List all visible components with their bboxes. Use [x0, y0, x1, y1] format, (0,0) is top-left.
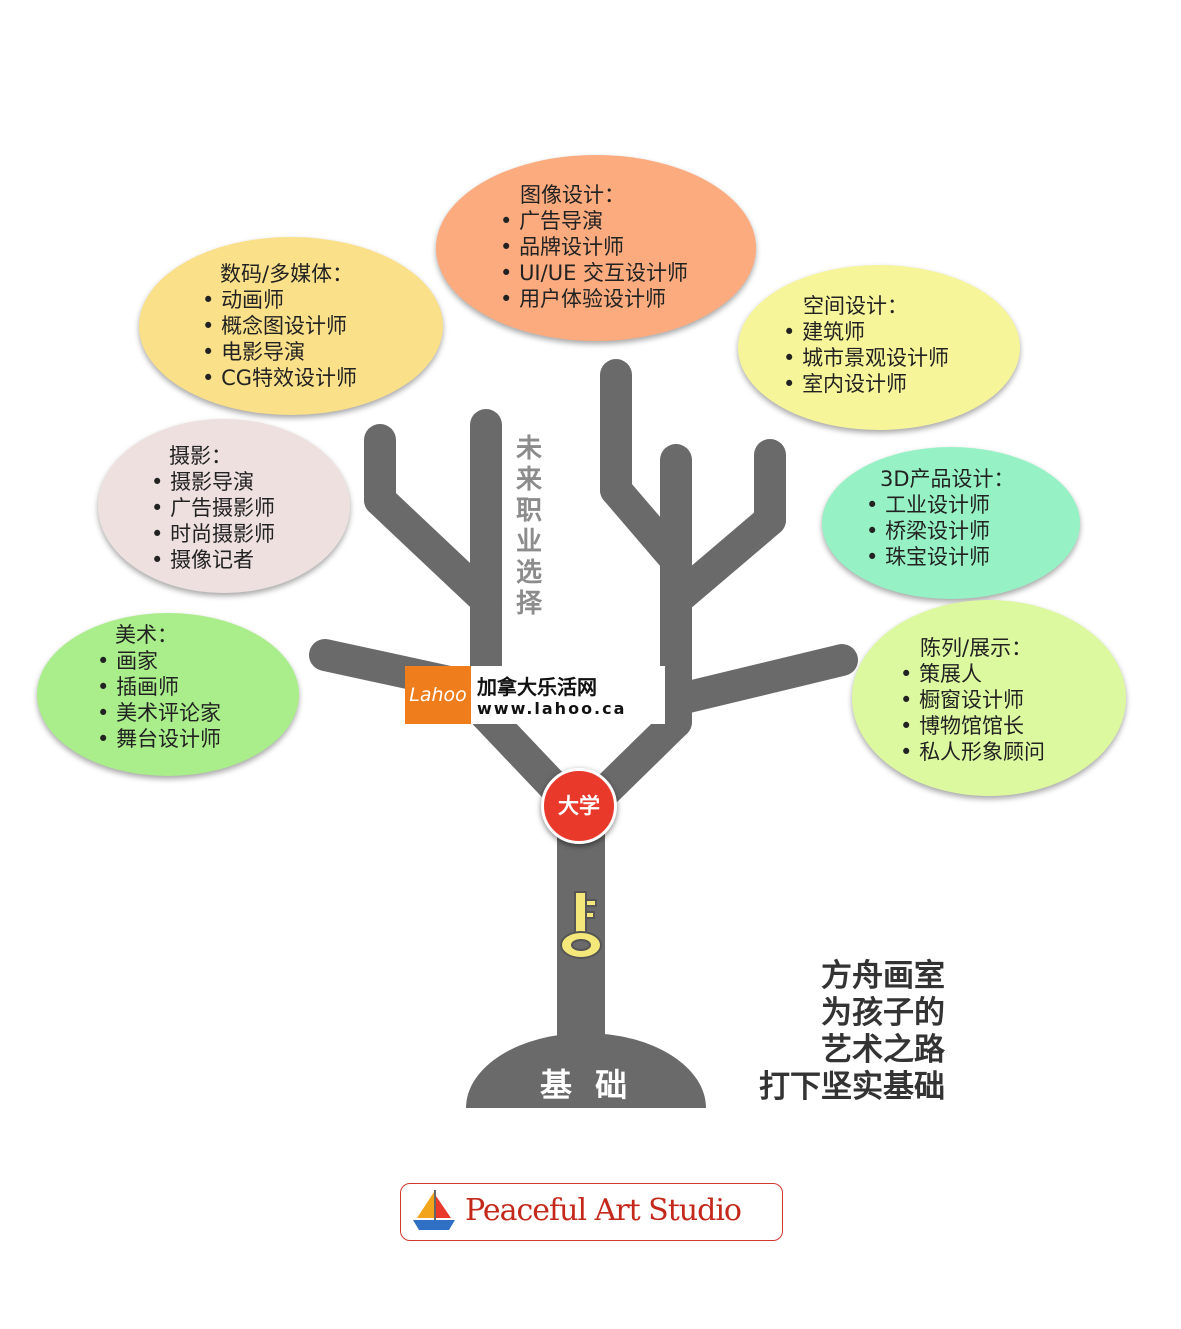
bubble-image-design-text: 图像设计： 广告导演 品牌设计师 UI/UE 交互设计师 用户体验设计师 — [500, 182, 688, 312]
list-item: 珠宝设计师 — [866, 544, 1015, 570]
slogan-line: 为孩子的 — [821, 995, 945, 1031]
bubble-heading: 数码/多媒体： — [220, 262, 354, 286]
bubble-heading: 陈列/展示： — [920, 636, 1033, 660]
lahoo-logo: Lahoo 加拿大乐活网 www.lahoo.ca — [405, 666, 665, 724]
list-item: 广告导演 — [500, 208, 688, 234]
bubble-heading: 3D产品设计： — [880, 467, 1015, 491]
studio-badge: Peaceful Art Studio — [400, 1183, 783, 1241]
sailboat-icon — [413, 1190, 455, 1230]
list-item: 广告摄影师 — [151, 495, 275, 521]
list-item: CG特效设计师 — [202, 365, 357, 391]
bubble-heading: 摄影： — [169, 444, 232, 468]
bubble-heading: 空间设计： — [803, 294, 908, 318]
lahoo-logo-mark: Lahoo — [405, 666, 471, 724]
list-item: UI/UE 交互设计师 — [500, 260, 688, 286]
bubble-space-design-text: 空间设计： 建筑师 城市景观设计师 室内设计师 — [783, 293, 949, 397]
list-item: 私人形象顾问 — [900, 739, 1045, 765]
lahoo-site-url: www.lahoo.ca — [477, 699, 627, 718]
list-item: 画家 — [97, 648, 221, 674]
list-item: 摄像记者 — [151, 547, 275, 573]
list-item: 时尚摄影师 — [151, 521, 275, 547]
list-item: 城市景观设计师 — [783, 345, 949, 371]
bubble-photography-text: 摄影： 摄影导演 广告摄影师 时尚摄影师 摄像记者 — [151, 443, 275, 573]
list-item: 建筑师 — [783, 319, 949, 345]
list-item: 摄影导演 — [151, 469, 275, 495]
list-item: 概念图设计师 — [202, 313, 357, 339]
lahoo-site-name: 加拿大乐活网 — [477, 675, 597, 699]
studio-name: Peaceful Art Studio — [465, 1193, 742, 1228]
bubble-digital-media-text: 数码/多媒体： 动画师 概念图设计师 电影导演 CG特效设计师 — [202, 261, 357, 391]
slogan: 方舟画室 为孩子的 艺术之路 打下坚实基础 — [725, 958, 945, 1106]
bubble-heading: 图像设计： — [520, 183, 625, 207]
bubble-display-text: 陈列/展示： 策展人 橱窗设计师 博物馆馆长 私人形象顾问 — [900, 635, 1045, 765]
list-item: 博物馆馆长 — [900, 713, 1045, 739]
list-item: 品牌设计师 — [500, 234, 688, 260]
list-item: 美术评论家 — [97, 700, 221, 726]
base-mound — [466, 1033, 706, 1108]
list-item: 室内设计师 — [783, 371, 949, 397]
slogan-line: 打下坚实基础 — [759, 1069, 945, 1105]
future-career-label: 未来职业选择 — [515, 434, 542, 619]
list-item: 工业设计师 — [866, 492, 1015, 518]
key-icon — [560, 891, 602, 959]
foundation-label: 基 础 — [540, 1066, 634, 1104]
list-item: 电影导演 — [202, 339, 357, 365]
slogan-line: 方舟画室 — [821, 958, 945, 994]
bubble-heading: 美术： — [115, 623, 178, 647]
slogan-line: 艺术之路 — [821, 1032, 945, 1068]
list-item: 橱窗设计师 — [900, 687, 1045, 713]
list-item: 动画师 — [202, 287, 357, 313]
list-item: 插画师 — [97, 674, 221, 700]
list-item: 桥梁设计师 — [866, 518, 1015, 544]
list-item: 舞台设计师 — [97, 726, 221, 752]
bubble-3d-product-text: 3D产品设计： 工业设计师 桥梁设计师 珠宝设计师 — [866, 466, 1015, 570]
list-item: 策展人 — [900, 661, 1045, 687]
bubble-fine-art-text: 美术： 画家 插画师 美术评论家 舞台设计师 — [97, 622, 221, 752]
university-node: 大学 — [541, 768, 617, 844]
list-item: 用户体验设计师 — [500, 286, 688, 312]
